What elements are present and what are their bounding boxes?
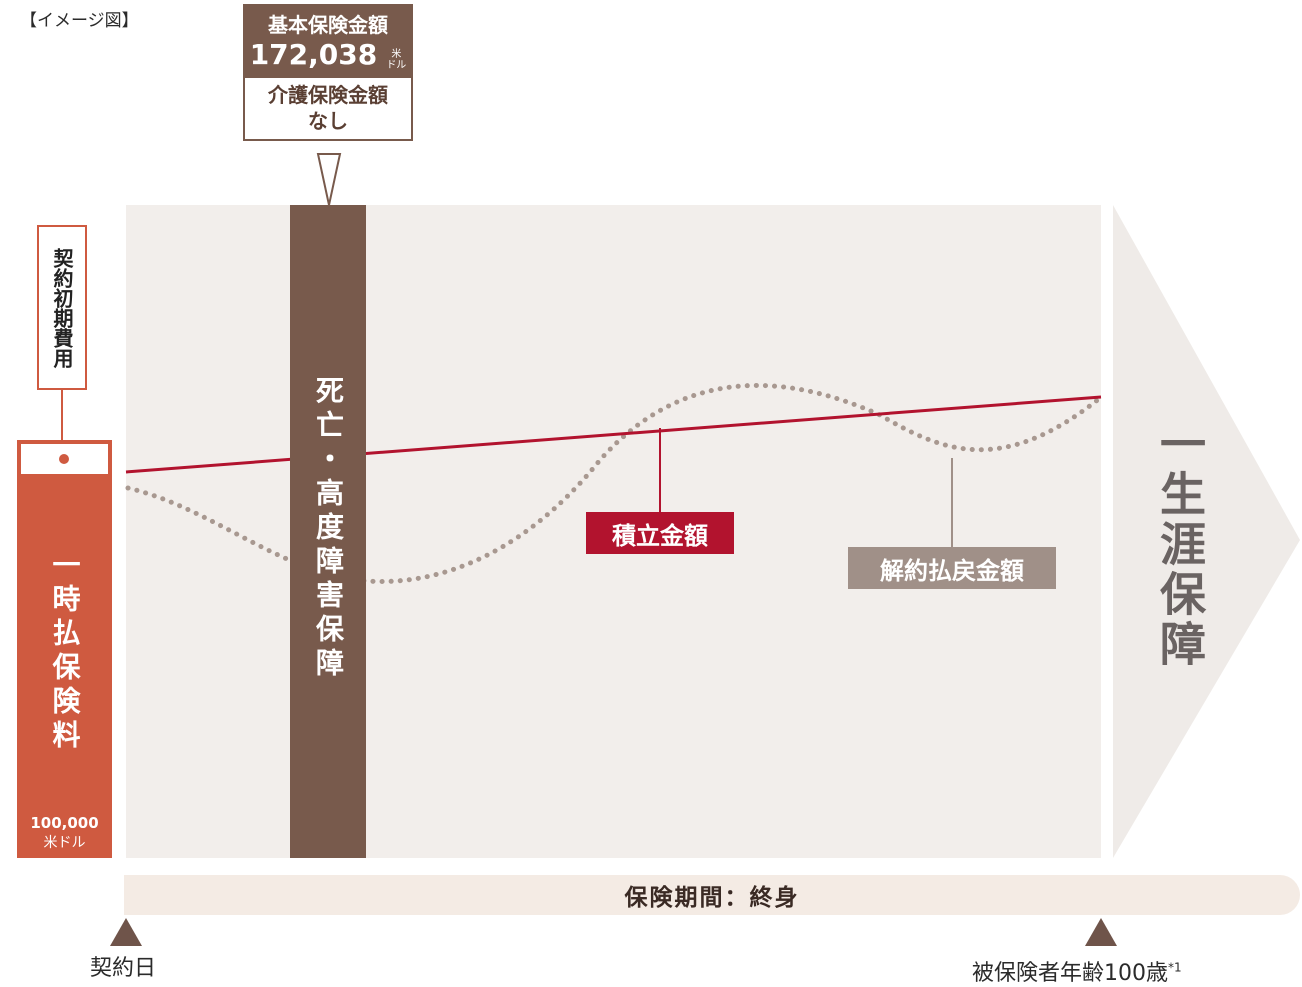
premium-label-wrap: 一時払保険料 [17, 550, 112, 754]
age-100-text: 被保険者年齢100歳 [972, 961, 1168, 986]
surrender-label: 解約払戻金額 [848, 547, 1056, 589]
connector-dot-icon [59, 454, 69, 464]
basic-sum-label: 基本保険金額 [268, 13, 388, 37]
initial-cost-label: 契約初期費用 [50, 247, 74, 368]
end-marker-icon [1085, 918, 1117, 946]
callout-body: 介護保険金額 なし [243, 78, 413, 141]
start-marker-icon [110, 918, 142, 946]
contract-date-label: 契約日 [90, 956, 157, 981]
lifetime-label: 一生涯保障 [1153, 420, 1207, 670]
death-coverage-label: 死亡・高度障害保障 [312, 376, 345, 682]
figure-caption: 【イメージ図】 [20, 11, 139, 31]
accumulation-label: 積立金額 [586, 512, 734, 554]
premium-bar: 一時払保険料 100,000 米ドル [17, 440, 112, 858]
premium-unit: 米ドル [43, 835, 86, 851]
death-coverage-label-wrap: 死亡・高度障害保障 [290, 376, 366, 682]
unit-bottom: ドル [386, 59, 407, 71]
basic-sum-amount: 172,038 [249, 38, 378, 71]
premium-amount: 100,000 [30, 814, 99, 832]
premium-label: 一時払保険料 [48, 550, 82, 754]
footnote-ref: *1 [1168, 960, 1182, 975]
accumulation-line [125, 395, 1102, 474]
care-sum-value: なし [308, 109, 348, 133]
insurance-period-bar: 保険期間：終身 [124, 875, 1300, 915]
death-coverage-bar [290, 205, 366, 858]
benefit-callout: 基本保険金額 172,038 米 ドル 介護保険金額 なし [243, 4, 413, 141]
premium-amount-wrap: 100,000 米ドル [17, 814, 112, 852]
callout-header: 基本保険金額 172,038 米 ドル [243, 4, 413, 78]
care-sum-label: 介護保険金額 [268, 83, 388, 107]
lifetime-label-wrap: 一生涯保障 [1140, 420, 1220, 670]
basic-sum-unit: 米 ドル [386, 49, 406, 71]
lifetime-arrow [1113, 205, 1300, 858]
unit-top: 米 [391, 48, 402, 60]
initial-cost-box: 契約初期費用 [37, 225, 87, 390]
age-100-label: 被保険者年齢100歳*1 [972, 955, 1182, 987]
callout-pointer [316, 153, 342, 206]
